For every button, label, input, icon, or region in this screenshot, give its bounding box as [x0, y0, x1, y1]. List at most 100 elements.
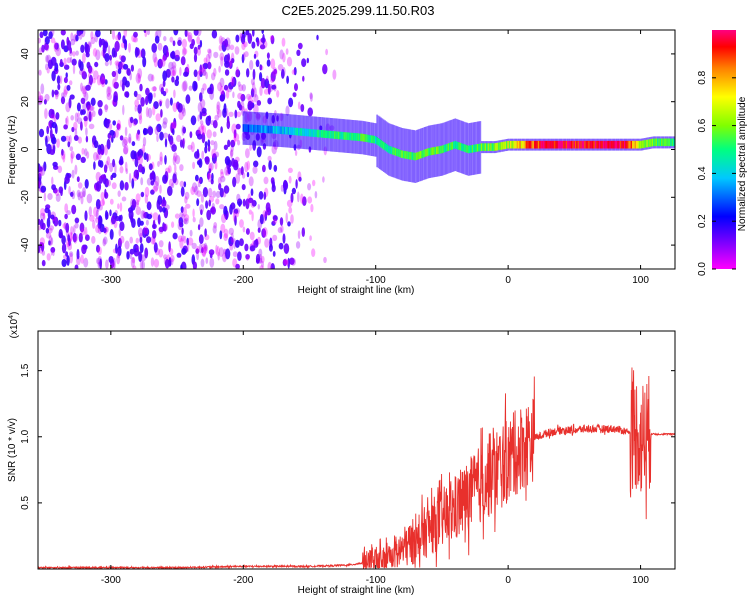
ridge-core: [522, 140, 524, 149]
ridge-core: [510, 140, 512, 149]
ridge-core: [520, 140, 523, 149]
noise-blob: [60, 135, 67, 142]
ridge-core: [433, 147, 435, 155]
noise-blob: [215, 190, 221, 199]
noise-blob: [80, 82, 83, 92]
ridge-core: [457, 141, 459, 150]
noise-blob: [172, 102, 178, 113]
y-tick-label: 1.5: [20, 363, 31, 377]
noise-blob: [241, 34, 246, 45]
noise-blob: [202, 69, 207, 77]
ridge-core: [531, 140, 533, 149]
ridge-core: [556, 140, 558, 149]
colorbar-tick-label: 0.0: [697, 262, 708, 276]
noise-blob: [217, 251, 220, 261]
noise-blob: [162, 132, 169, 139]
noise-blob: [128, 42, 131, 53]
ridge-core: [504, 141, 507, 149]
ridge-core: [417, 151, 419, 160]
noise-blob: [163, 223, 169, 231]
noise-blob: [250, 188, 254, 196]
noise-blob: [226, 85, 233, 93]
noise-blob: [224, 166, 229, 176]
noise-blob: [206, 171, 210, 180]
ridge-core: [592, 140, 594, 149]
ridge-core: [523, 140, 525, 149]
noise-blob: [211, 153, 217, 164]
noise-blob: [131, 141, 136, 147]
noise-blob: [218, 65, 221, 73]
ridge-core: [568, 140, 570, 149]
noise-blob: [142, 56, 147, 68]
noise-blob: [92, 48, 98, 57]
noise-blob: [112, 78, 117, 89]
noise-blob: [231, 123, 237, 134]
ridge-core: [503, 141, 506, 150]
noise-blob: [170, 254, 175, 263]
noise-blob: [223, 39, 229, 48]
ridge-core: [630, 140, 633, 149]
noise-blob: [59, 58, 63, 66]
noise-blob: [153, 101, 159, 110]
ridge-core: [359, 133, 361, 142]
noise-blob: [180, 186, 185, 197]
noise-blob: [82, 187, 86, 198]
noise-blob: [223, 185, 230, 194]
noise-blob: [199, 217, 204, 228]
noise-blob: [52, 246, 55, 257]
noise-blob: [140, 97, 145, 107]
noise-blob: [220, 223, 226, 234]
ridge-core: [540, 140, 543, 149]
ridge-core: [598, 140, 601, 149]
noise-blob: [103, 227, 107, 234]
noise-blob: [51, 70, 56, 82]
ridge-core: [422, 150, 425, 158]
ridge-core: [618, 140, 621, 149]
noise-blob: [261, 260, 264, 268]
noise-blob: [270, 35, 275, 45]
noise-blob: [142, 136, 147, 147]
ridge-core: [306, 128, 308, 137]
noise-blob: [143, 152, 148, 161]
spectrogram-y-label: Frequency (Hz): [7, 116, 18, 185]
noise-blob: [50, 214, 55, 220]
ridge-core: [386, 144, 389, 153]
noise-blob: [212, 120, 218, 129]
noise-blob: [240, 166, 244, 176]
noise-blob: [44, 43, 50, 52]
ridge-core: [259, 125, 262, 133]
ridge-core: [447, 143, 450, 151]
noise-blob: [95, 224, 100, 234]
noise-blob: [126, 251, 130, 260]
ridge-core: [600, 140, 602, 149]
noise-blob: [165, 88, 169, 94]
ridge-core: [292, 127, 295, 136]
noise-blob: [237, 139, 241, 146]
noise-blob: [270, 263, 275, 269]
noise-blob: [300, 193, 304, 204]
ridge-core: [282, 126, 284, 135]
noise-blob: [186, 63, 190, 73]
noise-blob: [302, 75, 305, 82]
noise-blob: [171, 61, 177, 69]
noise-blob: [179, 237, 184, 249]
ridge-core: [428, 148, 430, 156]
noise-blob: [142, 210, 146, 219]
noise-blob: [199, 92, 203, 102]
noise-blob: [162, 121, 168, 129]
noise-blob: [206, 209, 212, 221]
noise-blob: [219, 52, 225, 61]
noise-blob: [247, 33, 253, 44]
colorbar-tick-label: 0.6: [697, 118, 708, 132]
noise-blob: [171, 76, 175, 83]
noise-blob: [178, 217, 184, 226]
noise-blob: [66, 84, 71, 91]
noise-blob: [196, 245, 200, 254]
noise-blob: [109, 129, 115, 136]
noise-blob: [69, 94, 75, 100]
ridge-core: [420, 150, 422, 159]
ridge-core: [345, 132, 348, 140]
noise-blob: [193, 69, 198, 78]
noise-blob: [77, 112, 80, 118]
noise-blob: [44, 207, 50, 214]
